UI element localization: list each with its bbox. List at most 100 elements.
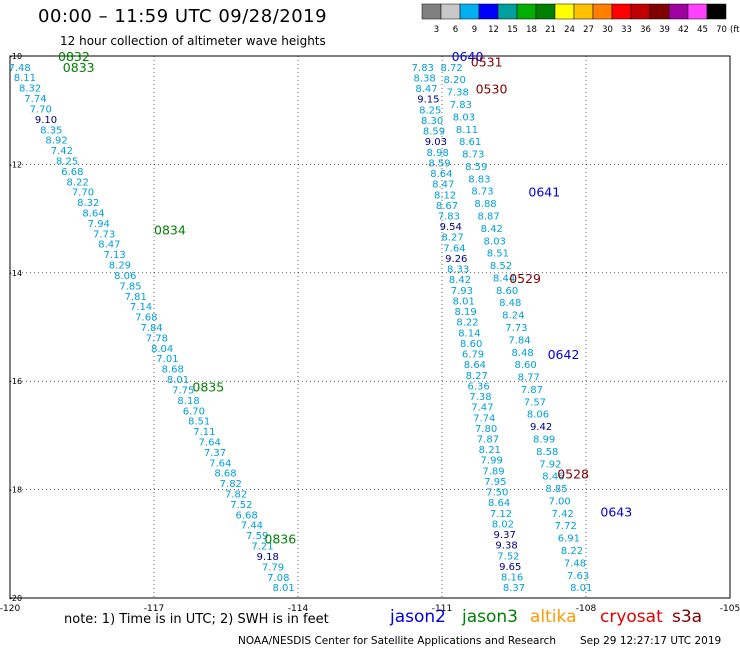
swh-value: 8.68 (162, 365, 184, 376)
swh-value: 6.68 (236, 510, 258, 521)
swh-value: 8.27 (466, 371, 488, 382)
swh-value: 7.82 (220, 479, 242, 490)
swh-value: 7.11 (193, 427, 215, 438)
swh-value: 7.84 (508, 335, 530, 346)
y-tick-label: -16 (9, 377, 22, 386)
swh-value: 7.84 (140, 323, 162, 334)
swh-value: 7.72 (555, 521, 577, 532)
swh-value: 8.29 (109, 261, 131, 272)
swh-value: 7.21 (251, 542, 273, 553)
swh-value: 8.20 (444, 75, 466, 86)
swh-value: 7.74 (473, 413, 495, 424)
pass-time-label: 0640 (452, 49, 484, 64)
pass-time-label: 0531 (471, 54, 503, 69)
swh-value: 9.10 (35, 115, 57, 126)
swh-value: 8.37 (503, 583, 525, 594)
swh-value: 7.68 (135, 313, 157, 324)
legend-cryosat: cryosat (600, 607, 663, 627)
swh-value: 7.87 (477, 434, 499, 445)
swh-value: 9.38 (495, 541, 517, 552)
swh-value: 8.64 (488, 498, 510, 509)
swh-value: 8.02 (492, 519, 514, 530)
swh-value: 7.12 (490, 509, 512, 520)
legend-jason3: jason3 (462, 607, 518, 627)
swh-value: 8.68 (214, 469, 236, 480)
swh-value: 9.26 (445, 254, 467, 265)
credit-text: NOAA/NESDIS Center for Satellite Applica… (238, 635, 556, 647)
pass-time-label: 0641 (528, 185, 560, 200)
swh-value: 9.42 (530, 422, 552, 433)
swh-value: 8.88 (474, 199, 496, 210)
legend-altika: altika (530, 607, 577, 627)
swh-value: 7.01 (156, 354, 178, 365)
swh-value: 8.22 (456, 318, 478, 329)
swh-value: 7.83 (412, 63, 434, 74)
map-title: 00:00 – 11:59 UTC 09/28/2019 (38, 6, 328, 27)
scale-tick-label: 27 (583, 25, 594, 35)
x-tick-label: -117 (144, 604, 164, 614)
x-tick-label: -111 (432, 604, 452, 614)
swh-value: 7.38 (469, 392, 491, 403)
legend-jason2: jason2 (390, 607, 446, 627)
pass-time-label: 0528 (557, 466, 589, 481)
x-tick-label: -114 (288, 604, 309, 614)
scale-tick-label: 3 (434, 25, 439, 35)
y-tick-label: -18 (9, 486, 22, 495)
swh-value: 7.75 (172, 385, 194, 396)
swh-value: 8.03 (453, 112, 475, 123)
map-frame (9, 55, 731, 599)
swh-value: 8.60 (496, 286, 518, 297)
scale-tick-label: 39 (659, 25, 670, 35)
swh-value: 8.12 (434, 190, 456, 201)
swh-value: 6.70 (183, 406, 205, 417)
y-tick-label: -14 (9, 269, 22, 278)
swh-value: 7.52 (230, 500, 252, 511)
pass-time-label: 0833 (63, 60, 95, 75)
swh-value: 8.18 (177, 396, 199, 407)
swh-value: 9.37 (494, 530, 516, 541)
swh-value: 8.06 (114, 271, 136, 282)
swh-value: 7.63 (567, 571, 589, 582)
swh-value: 7.42 (51, 146, 73, 157)
swh-value: 8.46 (542, 472, 564, 483)
swh-value: 8.73 (462, 150, 484, 161)
swh-value: 8.11 (456, 125, 478, 136)
swh-value: 7.85 (119, 281, 141, 292)
swh-value: 8.99 (533, 434, 555, 445)
swh-value: 7.93 (451, 286, 473, 297)
swh-value: 8.16 (501, 573, 523, 584)
swh-value: 7.83 (450, 100, 472, 111)
swh-value: 7.50 (486, 488, 508, 499)
y-tick-label: -20 (9, 594, 22, 603)
swh-value: 8.14 (458, 328, 480, 339)
x-tick-label: -105 (720, 604, 740, 614)
swh-value: 9.18 (257, 552, 279, 563)
pass-time-label: 0643 (600, 504, 632, 519)
scale-tick-label: 24 (564, 25, 575, 35)
swh-value: 7.70 (30, 104, 52, 115)
swh-value: 7.80 (475, 424, 497, 435)
scale-unit-label: (ft) (730, 25, 740, 35)
pass-time-label: 0836 (264, 531, 296, 546)
swh-value: 8.61 (459, 137, 481, 148)
swh-value: 7.99 (481, 456, 503, 467)
scale-tick-label: 6 (453, 25, 458, 35)
swh-value: 7.37 (204, 448, 226, 459)
swh-value: 7.57 (524, 397, 546, 408)
swh-value: 8.01 (272, 583, 294, 594)
swh-value: 8.33 (447, 265, 469, 276)
swh-value: 7.14 (130, 302, 152, 313)
swh-value: 8.51 (188, 417, 210, 428)
swh-value: 8.22 (67, 177, 89, 188)
swh-value: 6.91 (558, 534, 580, 545)
swh-value: 8.51 (487, 249, 509, 260)
swh-value: 9.15 (417, 95, 439, 106)
swh-value: 7.95 (484, 477, 506, 488)
swh-value: 8.64 (464, 360, 486, 371)
swh-value: 8.01 (167, 375, 189, 386)
swh-value: 7.81 (125, 292, 147, 303)
swh-value: 8.77 (518, 373, 540, 384)
swh-value: 7.74 (24, 94, 46, 105)
swh-value: 6.68 (61, 167, 83, 178)
y-tick-label: -12 (9, 160, 22, 169)
